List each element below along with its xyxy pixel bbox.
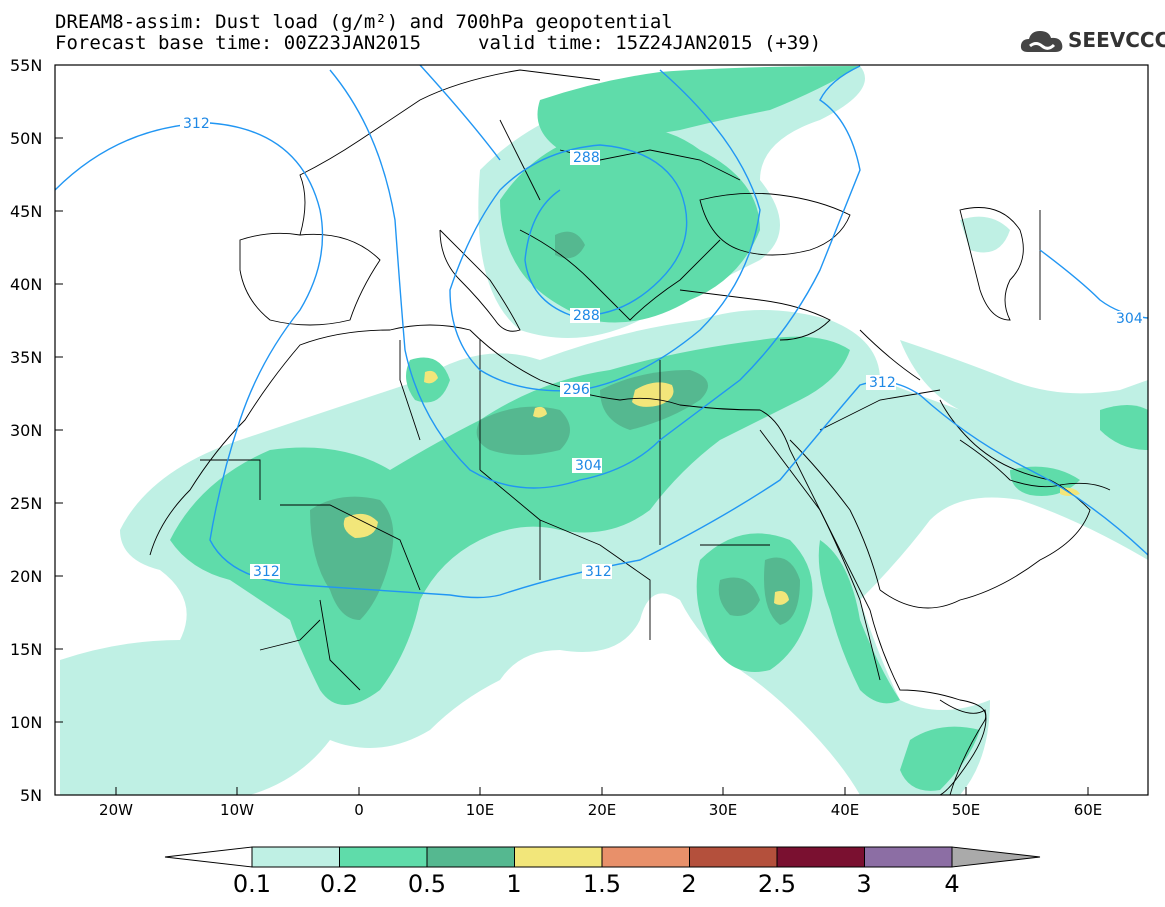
- lon-label: 40E: [830, 801, 860, 819]
- colorbar-box: [426, 846, 515, 868]
- lon-label: 60E: [1073, 801, 1103, 819]
- contour-label: 304: [575, 458, 602, 474]
- colorbar-right-arrow: [951, 846, 1041, 868]
- colorbar-label: 2.5: [757, 870, 797, 898]
- colorbar-box: [601, 846, 690, 868]
- seevccc-logo: SEEVCCC: [1018, 24, 1165, 58]
- contour-labels: 312 288 288 296 304 312 312 312 304: [180, 116, 1143, 580]
- colorbar-box: [251, 846, 340, 868]
- colorbar-label: 0.5: [407, 870, 447, 898]
- lat-label: 40N: [10, 275, 43, 294]
- contour-label: 312: [253, 564, 280, 580]
- colorbar-label: 3: [856, 870, 872, 898]
- colorbar-label: 4: [944, 870, 960, 898]
- lat-label: 20N: [10, 567, 43, 586]
- lat-label: 15N: [10, 640, 43, 659]
- map-title: DREAM8-assim: Dust load (g/m²) and 700hP…: [55, 11, 673, 33]
- lat-label: 30N: [10, 421, 43, 440]
- lon-label: 50E: [951, 801, 981, 819]
- lat-label: 55N: [10, 56, 43, 75]
- lat-label: 35N: [10, 348, 43, 367]
- contour-label: 312: [869, 375, 896, 391]
- contour-label: 304: [1116, 311, 1143, 327]
- colorbar-box: [689, 846, 778, 868]
- colorbar-label: 2: [681, 870, 697, 898]
- lon-label: 20W: [99, 801, 133, 819]
- axis-ticks: [55, 64, 1089, 795]
- cloud-icon: [1020, 31, 1063, 52]
- lon-label: 10E: [465, 801, 495, 819]
- contour-label: 312: [183, 116, 210, 132]
- valid-time: valid time: 15Z24JAN2015 (+39): [478, 32, 822, 54]
- lat-label: 45N: [10, 202, 43, 221]
- colorbar-box: [514, 846, 603, 868]
- lon-label: 30E: [708, 801, 738, 819]
- lon-label: 20E: [587, 801, 617, 819]
- colorbar-label: 0.2: [319, 870, 359, 898]
- lat-label: 10N: [10, 713, 43, 732]
- colorbar-box: [776, 846, 865, 868]
- lat-label: 25N: [10, 494, 43, 513]
- contour-label: 312: [585, 564, 612, 580]
- contour-label: 288: [573, 308, 600, 324]
- contour-label: 296: [563, 382, 590, 398]
- colorbar: [164, 846, 1041, 868]
- colorbar-box: [864, 846, 953, 868]
- colorbar-box: [339, 846, 428, 868]
- logo-text: SEEVCCC: [1068, 28, 1165, 52]
- lat-label: 5N: [20, 786, 43, 805]
- colorbar-boxes: [251, 846, 953, 868]
- coastlines: [149, 69, 1111, 795]
- lat-label: 50N: [10, 129, 43, 148]
- dust-field: [55, 65, 1148, 795]
- lon-label: 10W: [220, 801, 254, 819]
- colorbar-label: 1.5: [582, 870, 622, 898]
- colorbar-left-arrow: [164, 846, 253, 868]
- colorbar-label: 1: [506, 870, 522, 898]
- forecast-base-time: Forecast base time: 00Z23JAN2015: [55, 32, 422, 54]
- contour-label: 288: [573, 150, 600, 166]
- colorbar-label: 0.1: [232, 870, 272, 898]
- lon-label: 0: [354, 801, 364, 819]
